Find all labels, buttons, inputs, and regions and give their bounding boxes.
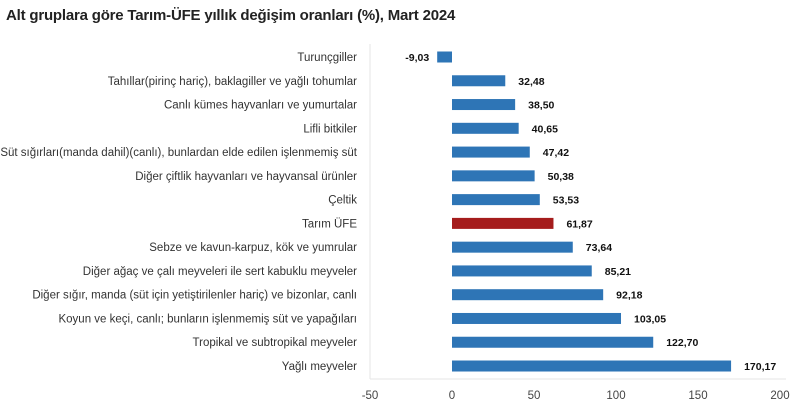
- x-tick-label: 150: [688, 390, 707, 402]
- bar: [452, 99, 516, 111]
- data-label: 38,50: [528, 100, 554, 112]
- category-label: Diğer sığır, manda (süt için yetiştirile…: [32, 290, 357, 302]
- bar: [452, 217, 554, 229]
- x-tick-label: 200: [770, 390, 789, 402]
- bar: [452, 360, 732, 372]
- category-label: Canlı kümes hayvanları ve yumurtalar: [164, 100, 357, 112]
- data-label: 85,21: [605, 266, 631, 278]
- data-label: 53,53: [553, 195, 579, 207]
- x-tick-label: -50: [362, 390, 379, 402]
- x-tick-label: 50: [528, 390, 541, 402]
- x-tick-label: 0: [449, 390, 455, 402]
- bar: [452, 312, 622, 324]
- category-label: Yağlı meyveler: [282, 361, 357, 373]
- data-label: 40,65: [532, 123, 558, 135]
- category-label: Koyun ve keçi, canlı; bunların işlenmemi…: [58, 313, 357, 325]
- data-label: 47,42: [543, 147, 569, 159]
- bar: [452, 170, 535, 182]
- bar: [452, 194, 540, 206]
- data-label: 103,05: [634, 313, 666, 325]
- category-label: Turunçgiller: [297, 52, 357, 64]
- data-label: 32,48: [518, 76, 544, 88]
- category-label: Süt sığırları(manda dahil)(canlı), bunla…: [0, 147, 357, 159]
- bar: [452, 265, 592, 277]
- category-label: Diğer çiftlik hayvanları ve hayvansal ür…: [135, 171, 357, 183]
- bar: [452, 122, 519, 134]
- data-label: 61,87: [566, 218, 592, 230]
- category-label: Tarım ÜFE: [302, 218, 357, 230]
- category-label: Diğer ağaç ve çalı meyveleri ile sert ka…: [83, 266, 357, 278]
- bar: [437, 51, 452, 63]
- data-label: 73,64: [586, 242, 612, 254]
- category-label: Çeltik: [328, 195, 357, 207]
- x-tick-label: 100: [606, 390, 625, 402]
- category-label: Tahıllar(pirinç hariç), baklagiller ve y…: [108, 76, 357, 88]
- bar: [452, 75, 506, 87]
- bar: [452, 241, 573, 253]
- category-label: Lifli bitkiler: [303, 123, 357, 135]
- data-label: 122,70: [666, 337, 698, 349]
- bar: [452, 146, 530, 158]
- bar: [452, 289, 604, 301]
- chart-title: Alt gruplara göre Tarım-ÜFE yıllık değiş…: [6, 7, 456, 24]
- data-label: 50,38: [548, 171, 574, 183]
- data-label: -9,03: [405, 52, 429, 64]
- category-label: Sebze ve kavun-karpuz, kök ve yumrular: [149, 242, 357, 254]
- data-label: 170,17: [744, 361, 776, 373]
- data-label: 92,18: [616, 290, 642, 302]
- category-label: Tropikal ve subtropikal meyveler: [193, 337, 358, 349]
- bar: [452, 336, 654, 348]
